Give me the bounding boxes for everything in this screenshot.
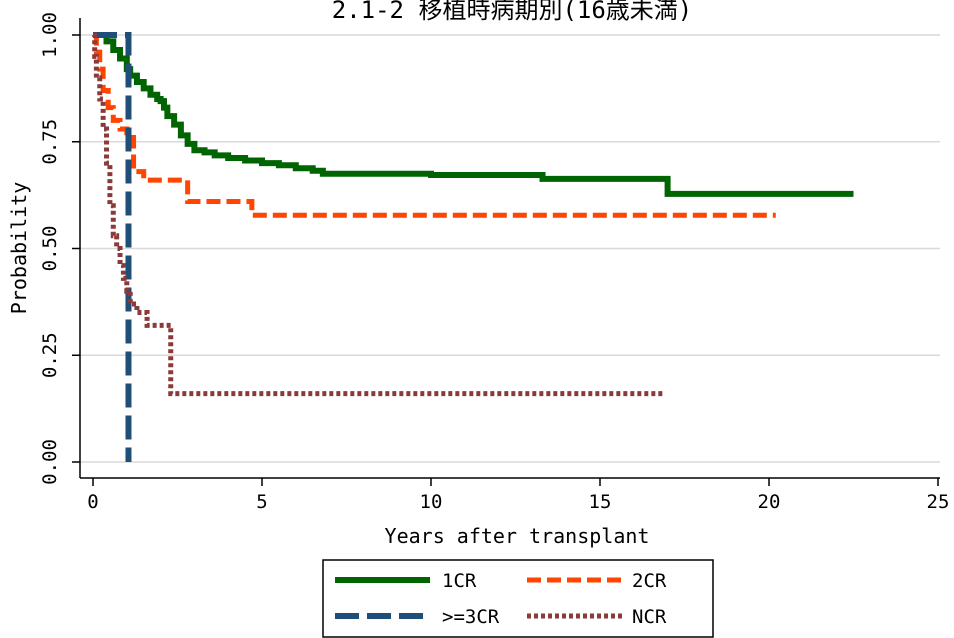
y-tick-label-4: 1.00: [39, 12, 61, 58]
y-axis-ticks: 0.00 0.25 0.50 0.75 1.00: [39, 12, 80, 485]
series-lines: [92, 32, 854, 462]
y-axis-title: Probability: [7, 182, 31, 314]
y-tick-label-2: 0.50: [39, 226, 61, 272]
x-tick-label-5: 25: [927, 491, 950, 513]
y-tick-label-3: 0.75: [39, 119, 61, 165]
grid-lines: [80, 34, 940, 463]
x-tick-label-2: 10: [420, 491, 443, 513]
y-tick-label-1: 0.25: [39, 332, 61, 378]
x-tick-label-4: 20: [758, 491, 781, 513]
legend-box: [322, 559, 714, 638]
legend-label-3: NCR: [632, 606, 667, 628]
series-line-3cr: [93, 32, 132, 462]
x-tick-label-1: 5: [256, 491, 267, 513]
y-tick-label-0: 0.00: [39, 439, 61, 485]
series-line-ncr: [92, 32, 665, 397]
x-axis-ticks: 0 5 10 15 20 25: [87, 478, 949, 513]
chart-title: 2.1-2 移植時病期別(16歳未満): [332, 0, 693, 24]
legend-label-0: 1CR: [442, 570, 477, 592]
x-tick-label-3: 15: [589, 491, 612, 513]
x-axis-title: Years after transplant: [385, 524, 650, 548]
legend: 1CR 2CR >=3CR NCR: [322, 559, 714, 638]
x-tick-label-0: 0: [87, 491, 98, 513]
legend-label-1: 2CR: [632, 570, 667, 592]
legend-label-2: >=3CR: [442, 606, 500, 628]
